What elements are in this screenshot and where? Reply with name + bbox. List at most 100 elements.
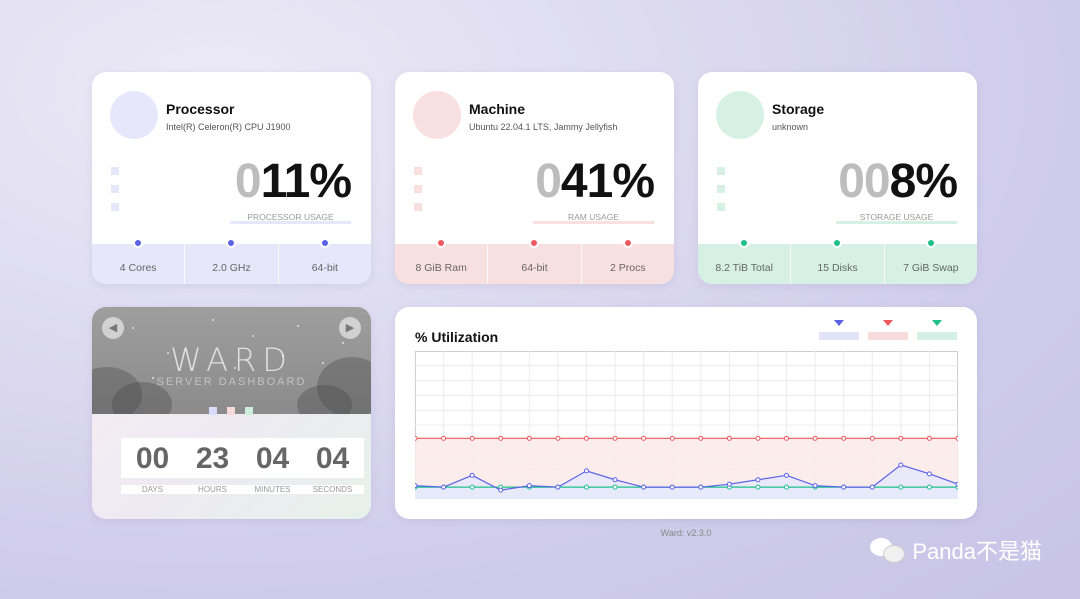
machine-icon [413, 91, 461, 139]
indicator-square [414, 167, 422, 175]
data-point [669, 484, 675, 490]
legend-item-storage[interactable] [917, 320, 957, 340]
indicator-square [111, 185, 119, 193]
data-point [755, 477, 761, 483]
data-point [669, 435, 675, 441]
data-point [812, 435, 818, 441]
usage-underline [533, 221, 654, 224]
usage-value: 041% [535, 155, 655, 208]
minutes-label: MINUTES [241, 485, 304, 494]
dot-icon [622, 238, 633, 248]
chat-bubble-icon [870, 536, 906, 564]
triangle-down-icon [883, 320, 893, 326]
theme-square[interactable] [245, 407, 253, 415]
usage-label: PROCESSOR USAGE [247, 212, 334, 222]
usage-label: STORAGE USAGE [859, 212, 934, 222]
data-point [926, 471, 932, 477]
data-point [898, 435, 904, 441]
usage-label: RAM USAGE [567, 212, 619, 222]
data-point [583, 484, 589, 490]
watermark: Panda不是猫 [870, 534, 1042, 566]
data-point [726, 481, 732, 487]
footer-label: 2 Procs [610, 262, 646, 274]
utilization-plot [415, 351, 958, 499]
footer-cell: 2.0 GHz [185, 238, 279, 284]
data-point [869, 435, 875, 441]
data-point [612, 477, 618, 483]
footer-cell: 8 GiB Ram [395, 238, 489, 284]
theme-square[interactable] [209, 407, 217, 415]
ward-subtitle: SERVER DASHBOARD [156, 376, 307, 388]
data-point [641, 484, 647, 490]
data-point [755, 484, 761, 490]
chevron-left-icon[interactable]: ◀ [102, 317, 124, 339]
usage-underline [230, 221, 351, 224]
seconds-label: SECONDS [301, 485, 364, 494]
data-point [698, 435, 704, 441]
chart-title: % Utilization [415, 329, 499, 345]
footer-cell: 64-bit [488, 238, 582, 284]
data-point [841, 484, 847, 490]
days-value: 00 [121, 438, 184, 478]
data-point [784, 472, 790, 478]
data-point [583, 468, 589, 474]
hours-value: 23 [181, 438, 244, 478]
card-title: Machine [469, 101, 526, 117]
storage-card: Storage unknown 008% STORAGE USAGE 8.2 T… [698, 72, 977, 284]
cloud-icon [112, 382, 172, 414]
dot-icon [436, 238, 447, 248]
data-point [926, 435, 932, 441]
legend-item-ram[interactable] [868, 320, 908, 340]
footer-cell: 2 Procs [582, 238, 674, 284]
data-point [526, 483, 532, 489]
data-point [469, 484, 475, 490]
theme-square[interactable] [227, 407, 235, 415]
legend-item-processor[interactable] [819, 320, 859, 340]
data-point [755, 435, 761, 441]
card-subtitle: unknown [772, 122, 809, 132]
utilization-card: % Utilization [395, 307, 977, 519]
legend-swatch [917, 332, 957, 340]
version-label: Ward: v2.3.0 [660, 528, 712, 538]
footer-cell: 7 GiB Swap [885, 238, 977, 284]
data-point [441, 484, 447, 490]
card-subtitle: Ubuntu 22.04.1 LTS, Jammy Jellyfish [469, 122, 618, 132]
star-icon [282, 355, 284, 357]
minutes-value: 04 [241, 438, 304, 478]
series-area-2 [415, 464, 958, 499]
legend-swatch [868, 332, 908, 340]
chevron-right-icon[interactable]: ▶ [339, 317, 361, 339]
data-point [784, 435, 790, 441]
footer-label: 8.2 TiB Total [715, 262, 773, 274]
indicator-square [111, 167, 119, 175]
seconds-value: 04 [301, 438, 364, 478]
data-point [898, 484, 904, 490]
dot-icon [529, 238, 540, 248]
star-icon [322, 362, 324, 364]
series-area-0 [415, 438, 958, 499]
card-title: Storage [772, 101, 825, 117]
star-icon [234, 367, 236, 369]
data-point [784, 484, 790, 490]
dot-icon [319, 238, 330, 248]
data-point [926, 484, 932, 490]
star-icon [252, 335, 254, 337]
dot-icon [739, 238, 750, 248]
footer-cell: 64-bit [279, 238, 371, 284]
indicator-square [414, 203, 422, 211]
star-icon [167, 352, 169, 354]
data-point [955, 435, 958, 441]
data-point [898, 462, 904, 468]
cloud-icon [297, 385, 352, 414]
footer-label: 4 Cores [119, 262, 157, 274]
usage-underline [836, 221, 957, 224]
data-point [498, 435, 504, 441]
ward-title: WARD [170, 341, 293, 379]
card-subtitle: Intel(R) Celeron(R) CPU J1900 [166, 122, 291, 132]
dot-icon [133, 238, 144, 248]
star-icon [152, 377, 154, 379]
star-icon [297, 325, 299, 327]
usage-value: 011% [234, 155, 352, 208]
data-point [555, 435, 561, 441]
data-point [415, 483, 418, 489]
